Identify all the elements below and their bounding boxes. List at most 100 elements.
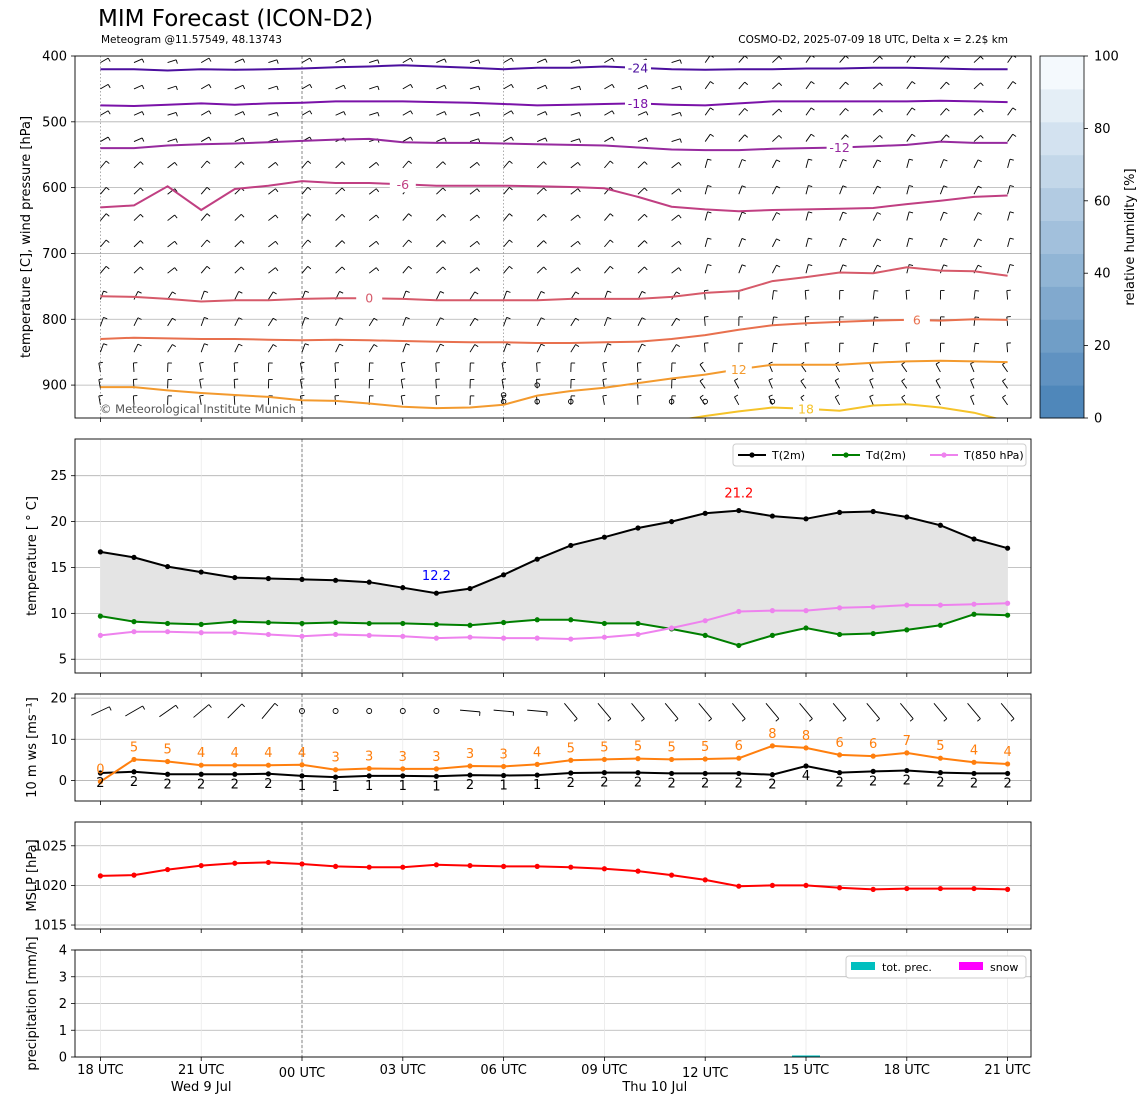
wind-barb-flag [1009, 264, 1014, 266]
data-point [198, 630, 204, 636]
data-point [232, 771, 238, 777]
wind-barb [469, 214, 480, 221]
wind-barb-staff [335, 317, 340, 327]
wind-barb-staff [935, 363, 941, 373]
wind-barb-flag [272, 317, 277, 321]
data-point [232, 619, 238, 625]
wind-barb [869, 378, 874, 389]
wind-barb-staff [503, 343, 508, 353]
wind-barb [133, 240, 144, 248]
wind-barb-flag [107, 110, 111, 115]
wind-barb-staff [99, 343, 104, 353]
panel-precipitation: 0 1 2 3 4 precipitation [mm/h] tot. prec. snow [25, 936, 1032, 1071]
wind-barb-flag [206, 160, 211, 164]
series-T(850 hPa) [97, 600, 1011, 642]
wind-barb-staff [772, 108, 780, 116]
data-point [165, 620, 171, 627]
wind-barb [335, 187, 346, 195]
data-point [198, 862, 204, 869]
gust-label: 3 [499, 747, 507, 762]
data-point [736, 883, 742, 889]
data-point [837, 605, 843, 611]
wind-barb-flag [1009, 185, 1014, 187]
wind-barb [234, 317, 243, 327]
wind-barb [804, 316, 810, 326]
wind-barb [536, 266, 547, 274]
wind-barb-staff [133, 343, 139, 353]
wind-barb [234, 84, 246, 90]
wind-barb-staff [268, 188, 276, 195]
wind-barb-staff [200, 57, 210, 63]
wind-barb [267, 378, 273, 389]
colorbar-tick-label: 60 [1094, 194, 1111, 209]
wind-barb-staff [400, 362, 404, 373]
wind-barb-flag [276, 85, 279, 91]
wind-barb [301, 186, 312, 195]
wind-barb-staff [771, 159, 777, 169]
data-point [333, 863, 339, 869]
wind-barb [132, 395, 138, 405]
wind-barb-staff [935, 380, 941, 389]
surface-wind-barb [493, 709, 515, 716]
wind-barb [368, 214, 380, 221]
colorbar-band [1040, 352, 1084, 386]
wind-barb-flag [175, 59, 178, 64]
wind-barb-flag [578, 59, 582, 64]
isotherm-label-bg [356, 290, 383, 307]
legend: tot. prec. snow [845, 955, 1027, 979]
surface-wind-barb [261, 702, 279, 719]
data-point [937, 622, 944, 628]
wind-barb-staff [738, 81, 746, 90]
colorbar-band [1040, 385, 1084, 419]
wind-barb [604, 239, 614, 248]
colorbar-band [1040, 286, 1084, 320]
wind-barb-flag [808, 158, 813, 161]
wind-barb-staff [503, 57, 512, 63]
wind-barb-flag [575, 344, 580, 348]
wind-barb-staff [872, 56, 881, 63]
wind-barb [1006, 289, 1011, 300]
wind-barb [369, 112, 380, 117]
wind-barb-flag [240, 161, 245, 165]
wind-barb [200, 265, 211, 274]
wind-barb [200, 110, 212, 116]
wind-barb [970, 394, 975, 406]
wind-barb [738, 81, 749, 90]
wind-barb-staff [133, 317, 139, 327]
data-point [97, 779, 103, 785]
wind-barb-flag [307, 239, 312, 243]
wind-barb-flag [641, 291, 646, 294]
speed-label: 1 [365, 779, 373, 794]
wind-barb-staff [704, 159, 708, 169]
wind-barb-flag [440, 291, 445, 294]
wind-barb-flag [341, 213, 346, 218]
wind-barb-staff [570, 317, 576, 327]
gust-label: 3 [399, 750, 407, 765]
wind-barb-flag [375, 241, 380, 245]
wind-barb [637, 84, 649, 90]
wind-barb-staff [772, 82, 780, 90]
wind-barb-flag [199, 361, 204, 364]
wind-barb-staff [839, 238, 844, 248]
wind-barb-staff [1007, 185, 1011, 195]
wind-barb-flag [300, 361, 305, 364]
wind-barb-staff [368, 214, 377, 221]
wind-barb-staff [435, 317, 441, 327]
wind-barb-flag [678, 188, 682, 193]
data-point [702, 618, 708, 624]
wind-barb-flag [778, 82, 783, 87]
wind-barb-flag [607, 290, 612, 293]
data-point [131, 872, 137, 878]
wind-barb-flag [341, 240, 346, 244]
wind-barb-staff [973, 343, 976, 353]
wind-barb-staff [839, 185, 844, 195]
wind-barb-staff [100, 239, 107, 248]
data-point [501, 572, 507, 578]
gust-label: 5 [130, 740, 138, 755]
wind-barb-flag [140, 266, 144, 271]
wind-barb [99, 343, 108, 353]
data-point [366, 773, 372, 779]
wind-barb-staff [234, 84, 244, 90]
wind-barb [1007, 81, 1017, 90]
wind-barb [671, 59, 682, 64]
